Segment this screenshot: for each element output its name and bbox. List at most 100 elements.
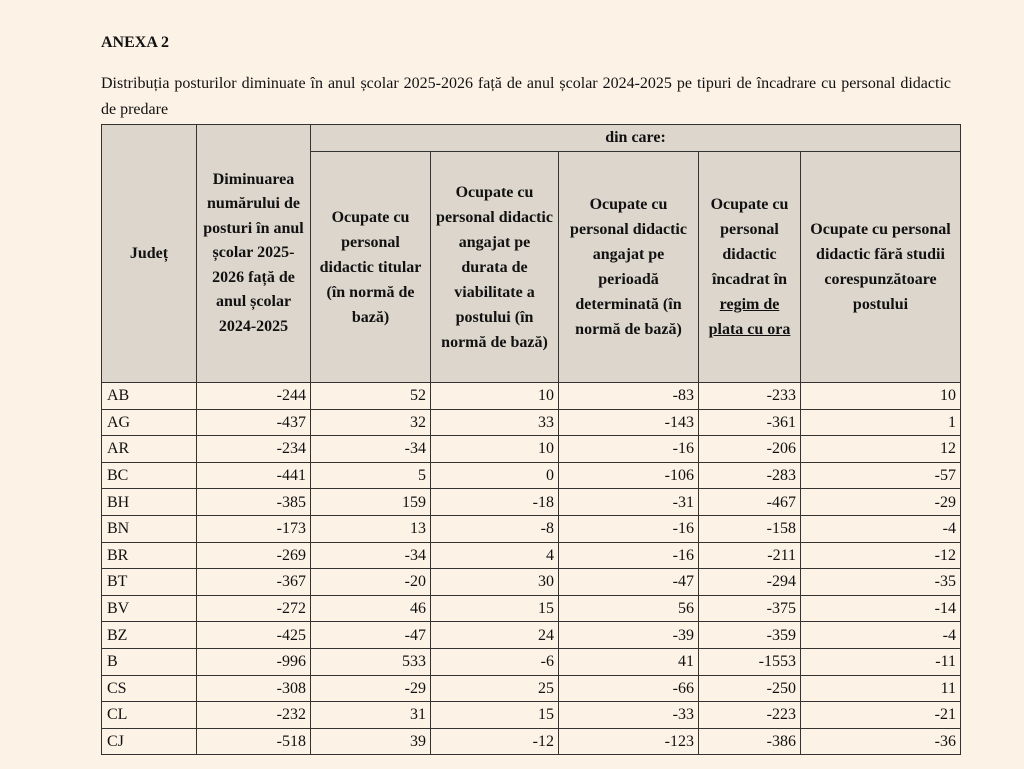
cell-value: -18 (430, 488, 559, 516)
cell-value: -31 (558, 488, 699, 516)
cell-value: -83 (558, 382, 699, 410)
cell-value: -34 (310, 435, 431, 463)
cell-value: 11 (800, 674, 961, 703)
cell-value: -143 (558, 408, 699, 437)
cell-value: 33 (430, 408, 559, 437)
cell-value: -39 (558, 621, 699, 649)
cell-value: 56 (558, 594, 699, 623)
table-row: BT -367 -20 30 -47 -294 -35 (101, 568, 961, 596)
cell-value: -29 (800, 488, 961, 516)
cell-judet: AR (101, 435, 197, 463)
cell-value: -16 (558, 541, 699, 570)
cell-value: 12 (800, 435, 961, 463)
cell-value: -34 (310, 541, 431, 570)
cell-value: -211 (698, 541, 801, 570)
table-row: BN -173 13 -8 -16 -158 -4 (101, 514, 961, 543)
header-fara-studii: Ocupate cu personal didactic fără studii… (800, 151, 961, 383)
header-plata-ora: Ocupate cu personal didactic încadrat în… (698, 151, 801, 383)
cell-value: -234 (196, 435, 311, 463)
table-row: CJ -518 39 -12 -123 -386 -36 (101, 727, 961, 756)
cell-value: 10 (430, 382, 559, 410)
cell-value: -359 (698, 621, 801, 649)
table-description: Distribuția posturilor diminuate în anul… (101, 75, 951, 118)
cell-value: 24 (430, 621, 559, 649)
cell-judet: CL (101, 701, 197, 729)
header-plata-ora-prefix: Ocupate cu personal didactic încadrat în (710, 196, 789, 288)
cell-value: 15 (430, 701, 559, 729)
cell-value: -158 (698, 514, 801, 543)
table-row: BZ -425 -47 24 -39 -359 -4 (101, 621, 961, 649)
cell-value: -106 (558, 461, 699, 490)
cell-value: -385 (196, 488, 311, 516)
cell-judet: BN (101, 514, 197, 543)
header-din-care: din care: (310, 124, 961, 152)
cell-value: -8 (430, 514, 559, 543)
cell-value: -66 (558, 674, 699, 703)
header-diminuare: Diminuarea numărului de posturi în anul … (196, 124, 311, 383)
cell-value: -294 (698, 568, 801, 596)
cell-judet: BH (101, 488, 197, 516)
cell-value: -232 (196, 701, 311, 729)
cell-judet: BC (101, 461, 197, 490)
cell-value: 4 (430, 541, 559, 570)
cell-value: -283 (698, 461, 801, 490)
cell-value: -57 (800, 461, 961, 490)
cell-value: -1553 (698, 647, 801, 676)
cell-value: -14 (800, 594, 961, 623)
cell-value: -16 (558, 435, 699, 463)
cell-judet: CS (101, 674, 197, 703)
cell-value: -386 (698, 727, 801, 756)
cell-value: -206 (698, 435, 801, 463)
cell-judet: BV (101, 594, 197, 623)
cell-value: -250 (698, 674, 801, 703)
table-row: BV -272 46 15 56 -375 -14 (101, 594, 961, 623)
posts-table: Județ Diminuarea numărului de posturi în… (101, 124, 961, 756)
cell-value: -33 (558, 701, 699, 729)
cell-value: -4 (800, 514, 961, 543)
cell-value: 10 (800, 382, 961, 410)
cell-value: 13 (310, 514, 431, 543)
cell-value: -21 (800, 701, 961, 729)
cell-value: -16 (558, 514, 699, 543)
cell-value: 1 (800, 408, 961, 437)
cell-value: -518 (196, 727, 311, 756)
table-row: BC -441 5 0 -106 -283 -57 (101, 461, 961, 490)
cell-value: -223 (698, 701, 801, 729)
cell-value: 32 (310, 408, 431, 437)
cell-value: -11 (800, 647, 961, 676)
cell-value: -996 (196, 647, 311, 676)
cell-value: -35 (800, 568, 961, 596)
header-determinata: Ocupate cu personal didactic angajat pe … (558, 151, 699, 383)
cell-value: 46 (310, 594, 431, 623)
cell-value: 39 (310, 727, 431, 756)
cell-judet: BR (101, 541, 197, 570)
cell-value: 159 (310, 488, 431, 516)
annex-title: ANEXA 2 (101, 34, 170, 51)
table-row: CL -232 31 15 -33 -223 -21 (101, 701, 961, 729)
cell-value: 30 (430, 568, 559, 596)
table-row: BH -385 159 -18 -31 -467 -29 (101, 488, 961, 516)
cell-value: 31 (310, 701, 431, 729)
cell-value: -361 (698, 408, 801, 437)
cell-value: 15 (430, 594, 559, 623)
cell-judet: BT (101, 568, 197, 596)
table-row: AB -244 52 10 -83 -233 10 (101, 382, 961, 410)
cell-value: -244 (196, 382, 311, 410)
header-judet: Județ (101, 124, 197, 383)
cell-value: -47 (310, 621, 431, 649)
cell-judet: B (101, 647, 197, 676)
cell-value: -173 (196, 514, 311, 543)
table-row: AG -437 32 33 -143 -361 1 (101, 408, 961, 437)
cell-value: -367 (196, 568, 311, 596)
table-row: CS -308 -29 25 -66 -250 11 (101, 674, 961, 703)
header-titular: Ocupate cu personal didactic titular (în… (310, 151, 431, 383)
cell-value: 5 (310, 461, 431, 490)
cell-value: -12 (430, 727, 559, 756)
cell-value: -375 (698, 594, 801, 623)
cell-value: -425 (196, 621, 311, 649)
cell-value: -437 (196, 408, 311, 437)
cell-value: 10 (430, 435, 559, 463)
header-viabilitate: Ocupate cu personal didactic angajat pe … (430, 151, 559, 383)
cell-value: 41 (558, 647, 699, 676)
cell-value: 52 (310, 382, 431, 410)
